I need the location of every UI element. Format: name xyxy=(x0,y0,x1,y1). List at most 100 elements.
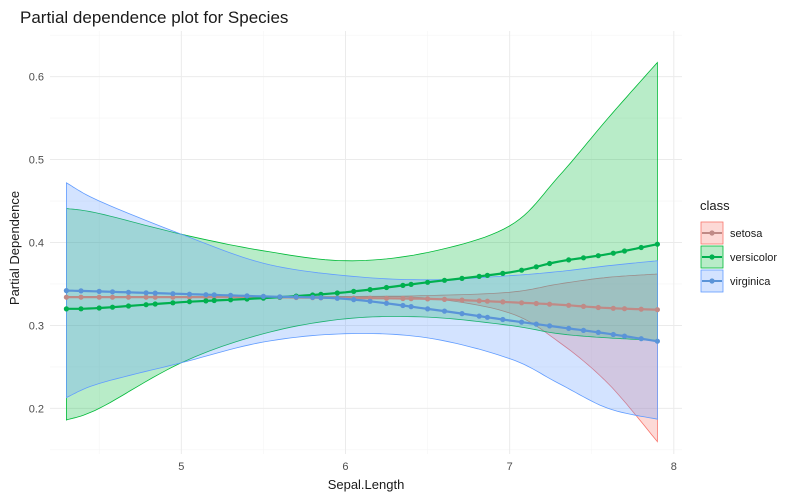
point-versicolor xyxy=(547,260,553,267)
point-virginica xyxy=(125,289,132,295)
point-virginica xyxy=(152,290,158,296)
point-virginica xyxy=(351,297,357,303)
series-points xyxy=(63,241,661,344)
point-versicolor xyxy=(459,275,465,281)
point-versicolor xyxy=(143,302,149,308)
point-versicolor xyxy=(500,270,506,276)
y-tick-label: 0.5 xyxy=(29,155,44,167)
point-versicolor xyxy=(484,272,490,278)
point-versicolor xyxy=(228,297,234,303)
x-tick-label: 5 xyxy=(178,461,184,473)
point-versicolor xyxy=(621,248,628,254)
point-setosa xyxy=(78,294,84,300)
point-setosa xyxy=(595,304,601,311)
legend: class setosa versicolor virginica xyxy=(700,198,777,293)
point-virginica xyxy=(621,333,628,339)
point-virginica xyxy=(484,314,490,320)
point-virginica xyxy=(610,331,616,338)
point-virginica xyxy=(109,289,116,295)
point-setosa xyxy=(654,307,661,313)
point-versicolor xyxy=(408,281,414,287)
point-setosa xyxy=(459,297,465,303)
point-virginica xyxy=(408,304,414,310)
point-setosa xyxy=(519,300,525,306)
point-setosa xyxy=(425,296,431,302)
point-setosa xyxy=(566,302,572,308)
point-versicolor xyxy=(580,255,587,261)
point-virginica xyxy=(519,319,525,325)
point-versicolor xyxy=(654,241,661,247)
point-versicolor xyxy=(211,297,217,304)
point-virginica xyxy=(383,300,390,306)
y-tick-label: 0.6 xyxy=(29,72,44,84)
point-setosa xyxy=(441,296,448,302)
point-setosa xyxy=(408,296,414,302)
point-virginica xyxy=(367,298,373,304)
point-virginica xyxy=(186,291,193,297)
legend-key-point xyxy=(709,278,715,284)
point-setosa xyxy=(476,298,482,304)
point-setosa xyxy=(638,306,644,312)
point-virginica xyxy=(96,288,102,294)
point-virginica xyxy=(170,291,176,297)
point-versicolor xyxy=(63,306,69,312)
point-setosa xyxy=(96,294,102,300)
point-setosa xyxy=(580,303,587,309)
point-virginica xyxy=(654,338,661,344)
point-versicolor xyxy=(152,301,158,307)
point-versicolor xyxy=(441,277,448,283)
y-tick-label: 0.4 xyxy=(29,238,44,250)
point-versicolor xyxy=(109,304,116,310)
point-setosa xyxy=(533,300,539,307)
point-versicolor xyxy=(203,298,209,304)
point-versicolor xyxy=(334,290,340,296)
point-virginica xyxy=(318,295,324,301)
point-virginica xyxy=(459,311,465,317)
point-versicolor xyxy=(610,250,616,256)
point-setosa xyxy=(484,298,490,304)
point-versicolor xyxy=(638,244,644,251)
point-setosa xyxy=(547,301,553,307)
y-tick-label: 0.2 xyxy=(29,403,44,415)
point-setosa xyxy=(143,294,149,300)
confidence-bands xyxy=(66,61,658,443)
point-versicolor xyxy=(78,306,84,312)
point-versicolor xyxy=(367,287,373,293)
point-setosa xyxy=(125,294,132,300)
point-virginica xyxy=(310,294,316,300)
point-versicolor xyxy=(186,299,193,305)
y-axis-ticks: 0.2 0.3 0.4 0.5 0.6 xyxy=(29,72,44,416)
point-virginica xyxy=(566,325,572,331)
x-tick-label: 8 xyxy=(671,461,677,473)
point-virginica xyxy=(203,292,209,298)
point-versicolor xyxy=(519,267,525,273)
point-virginica xyxy=(334,295,340,301)
x-axis-title: Sepal.Length xyxy=(328,477,405,492)
point-virginica xyxy=(580,327,587,333)
point-virginica xyxy=(441,308,448,314)
chart-title: Partial dependence plot for Species xyxy=(20,8,288,27)
point-versicolor xyxy=(125,303,132,309)
point-virginica xyxy=(228,292,234,298)
y-axis-title: Partial Dependence xyxy=(7,191,22,305)
point-virginica xyxy=(547,323,553,329)
point-versicolor xyxy=(566,257,572,263)
point-setosa xyxy=(400,295,406,302)
point-virginica xyxy=(533,321,539,327)
point-setosa xyxy=(383,295,390,301)
point-versicolor xyxy=(425,279,431,285)
point-virginica xyxy=(595,329,601,335)
point-versicolor xyxy=(595,253,601,259)
x-tick-label: 7 xyxy=(507,461,513,473)
point-versicolor xyxy=(96,305,102,311)
legend-label-virginica: virginica xyxy=(730,276,771,288)
legend-key-point xyxy=(709,230,715,236)
legend-title: class xyxy=(700,198,730,213)
point-virginica xyxy=(277,294,283,300)
point-versicolor xyxy=(476,273,482,279)
point-virginica xyxy=(476,313,482,319)
point-virginica xyxy=(211,292,217,298)
x-tick-label: 6 xyxy=(342,461,348,473)
x-axis-ticks: 5 6 7 8 xyxy=(178,461,677,473)
